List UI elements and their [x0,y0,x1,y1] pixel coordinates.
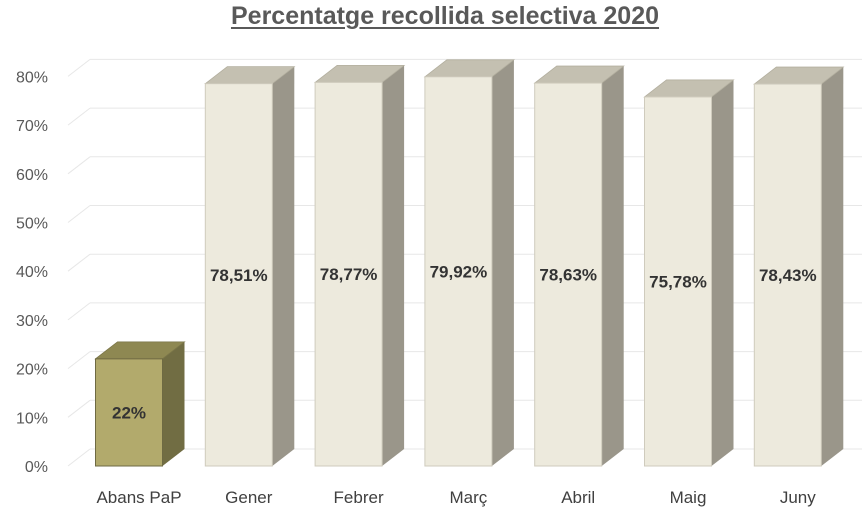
bar [204,83,273,467]
grid-depth-line [67,205,91,223]
bar [753,83,822,467]
y-tick-label: 40% [16,264,48,281]
y-tick-label: 50% [16,216,48,233]
data-label: 75,78% [649,272,707,291]
x-category-label: Maig [670,488,707,507]
data-label: 78,63% [539,266,597,285]
grid-depth-line [67,156,91,175]
grid-depth-line [67,59,91,77]
bar-side [491,59,514,466]
bar-side [382,65,405,466]
x-category-label: Març [450,488,488,507]
grid-depth-line [67,448,91,467]
bar-side [821,67,844,466]
bar [644,96,712,467]
x-category-label: Abril [561,488,595,507]
data-label: 78,51% [210,266,268,285]
grid-depth-line [67,302,91,321]
y-tick-label: 80% [16,69,48,86]
grid-depth-line [67,351,91,369]
bar [534,82,603,467]
x-category-label: Gener [225,488,273,507]
grid-depth-line [67,399,91,418]
bar-side [601,66,624,466]
x-category-label: Abans PaP [96,488,181,507]
x-category-label: Febrer [334,488,384,507]
y-tick-label: 60% [16,167,48,184]
grid-depth-line [67,253,91,272]
bar [314,81,383,467]
y-tick-label: 0% [25,459,48,476]
data-label: 78,43% [759,266,817,285]
grid-depth-line [67,107,91,126]
bar-side [272,66,295,466]
y-tick-label: 10% [16,410,48,427]
bar-side [162,341,185,466]
bar [95,358,163,467]
bar-side [711,79,734,466]
y-tick-label: 20% [16,362,48,379]
bar [424,76,493,467]
chart-title: Percentatge recollida selectiva 2020 [230,2,660,30]
data-label: 22% [112,403,146,422]
data-label: 78,77% [320,265,378,284]
x-category-label: Juny [780,488,816,507]
data-label: 79,92% [430,262,488,281]
y-tick-label: 30% [16,313,48,330]
y-tick-label: 70% [16,118,48,135]
